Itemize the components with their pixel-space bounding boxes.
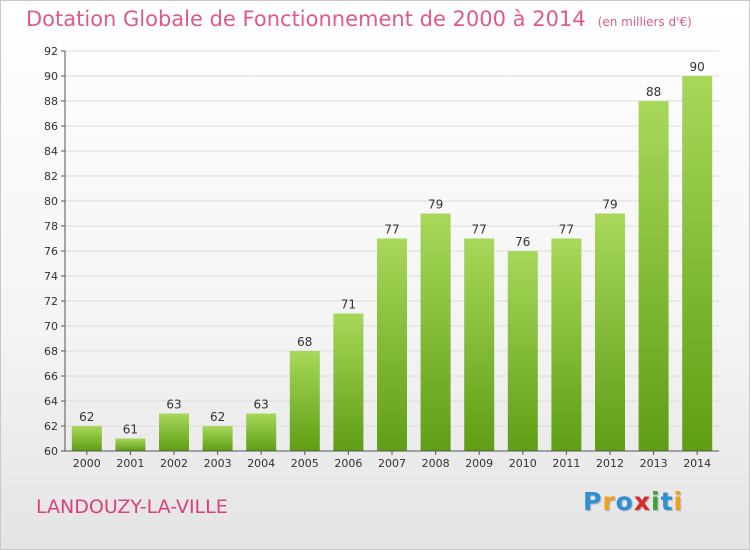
y-tick-label: 86 — [44, 120, 58, 133]
bar — [159, 413, 189, 451]
bar — [246, 413, 277, 451]
x-tick-label: 2009 — [465, 457, 493, 470]
bar-value-label: 77 — [472, 223, 487, 237]
bar-value-label: 62 — [210, 410, 225, 424]
bar — [115, 438, 146, 451]
bar — [464, 238, 495, 451]
bar — [420, 213, 451, 451]
unit-note: (en milliers d'€) — [597, 15, 692, 29]
bar — [71, 426, 102, 451]
bar-value-label: 71 — [341, 298, 356, 312]
x-tick-label: 2010 — [509, 457, 537, 470]
x-tick-label: 2004 — [247, 457, 275, 470]
bar-value-label: 90 — [690, 60, 705, 74]
logo-letter: o — [615, 487, 634, 516]
bar-value-label: 63 — [254, 398, 269, 412]
bar — [638, 101, 669, 451]
y-tick-label: 64 — [44, 395, 58, 408]
y-tick-label: 74 — [44, 270, 58, 283]
title-text: Dotation Globale de Fonctionnement de 20… — [26, 7, 586, 31]
bar — [289, 351, 320, 451]
logo-letter: P — [583, 487, 603, 516]
bar — [377, 238, 407, 451]
y-tick-label: 70 — [44, 320, 58, 333]
x-tick-label: 2013 — [640, 457, 668, 470]
labels: 60 62 64 66 68 70 72 74 76 78 80 82 84 86 88 90 92 62 2000… — [44, 45, 711, 470]
y-tick-label: 84 — [44, 145, 58, 158]
x-tick-label: 2012 — [596, 457, 624, 470]
y-tick-label: 60 — [44, 445, 58, 458]
bar — [551, 238, 582, 451]
x-tick-label: 2007 — [378, 457, 406, 470]
bars — [71, 76, 713, 451]
bar-value-label: 77 — [559, 223, 574, 237]
bar-value-label: 79 — [602, 198, 617, 212]
x-tick-label: 2001 — [116, 457, 144, 470]
x-tick-label: 2000 — [73, 457, 101, 470]
y-tick-label: 78 — [44, 220, 58, 233]
bar-value-label: 88 — [646, 85, 661, 99]
bar — [682, 76, 713, 451]
y-tick-label: 62 — [44, 420, 58, 433]
bar-value-label: 68 — [297, 335, 312, 349]
y-tick-label: 92 — [44, 45, 58, 58]
bar-value-label: 79 — [428, 198, 443, 212]
bar-value-label: 76 — [515, 235, 530, 249]
bar — [507, 251, 538, 451]
logo-letter: t — [660, 487, 674, 516]
commune-name: LANDOUZY-LA-VILLE — [36, 496, 228, 518]
y-tick-label: 72 — [44, 295, 58, 308]
bar-value-label: 62 — [79, 410, 94, 424]
chart-title: Dotation Globale de Fonctionnement de 20… — [26, 7, 692, 31]
x-tick-label: 2008 — [422, 457, 450, 470]
y-tick-label: 68 — [44, 345, 58, 358]
bar — [202, 426, 233, 451]
bar-value-label: 63 — [166, 398, 181, 412]
x-tick-label: 2003 — [204, 457, 232, 470]
proxiti-logo: Proxiti — [583, 487, 683, 516]
bar-value-label: 77 — [384, 223, 399, 237]
y-tick-label: 82 — [44, 170, 58, 183]
logo-letter: i — [651, 487, 661, 516]
x-tick-label: 2011 — [552, 457, 580, 470]
y-tick-label: 76 — [44, 245, 58, 258]
x-tick-label: 2014 — [683, 457, 711, 470]
logo-letter: r — [602, 487, 616, 516]
logo-letter: i — [673, 487, 684, 516]
bar — [333, 313, 364, 451]
y-tick-label: 66 — [44, 370, 58, 383]
x-tick-label: 2006 — [334, 457, 362, 470]
x-tick-label: 2002 — [160, 457, 188, 470]
bar — [595, 213, 625, 451]
y-tick-label: 80 — [44, 195, 58, 208]
logo-letter: x — [633, 487, 651, 516]
bar-value-label: 61 — [123, 423, 138, 437]
y-tick-label: 90 — [44, 70, 58, 83]
axes — [61, 50, 719, 455]
x-tick-label: 2005 — [291, 457, 319, 470]
y-tick-label: 88 — [44, 95, 58, 108]
